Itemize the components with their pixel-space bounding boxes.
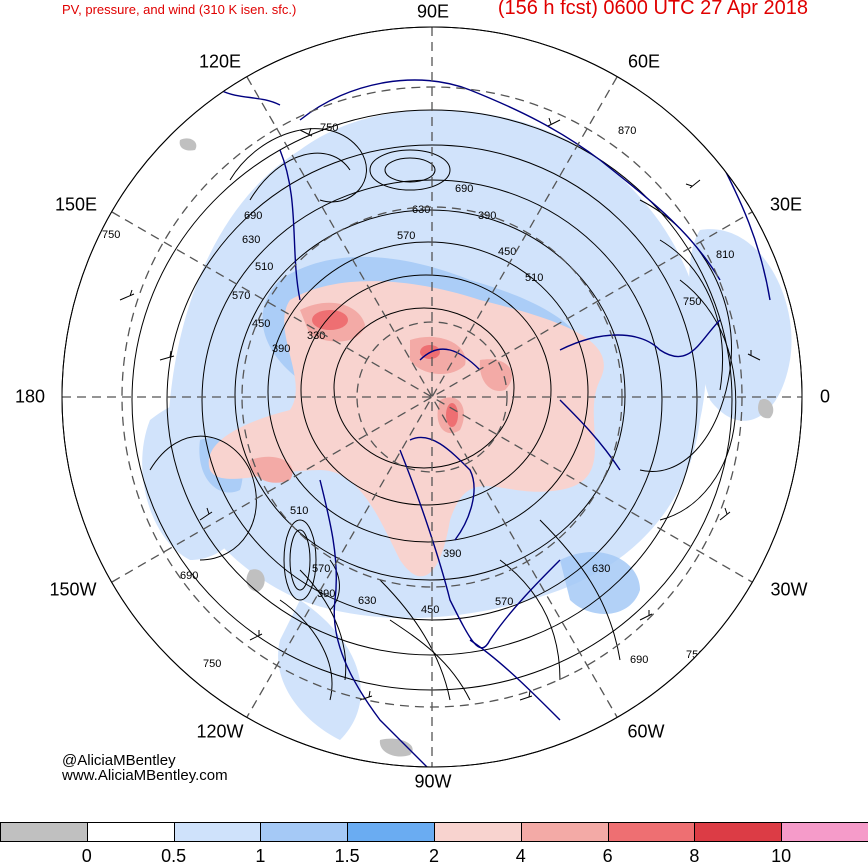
lon-label-120w: 120W bbox=[196, 721, 244, 742]
pv-red-medium bbox=[250, 302, 512, 483]
graticule bbox=[62, 27, 802, 767]
contour-label: 510 bbox=[255, 261, 273, 273]
contour-label: 630 bbox=[242, 234, 260, 246]
contour-label: 450 bbox=[252, 318, 270, 330]
colorbar-tick-label: 6 bbox=[602, 846, 613, 866]
contour-label: 630 bbox=[592, 563, 610, 575]
colorbar-segment bbox=[0, 822, 88, 842]
colorbar-segment bbox=[434, 822, 522, 842]
contour-label: 690 bbox=[180, 570, 198, 582]
contour-label: 390 bbox=[478, 210, 496, 222]
contour-label: 510 bbox=[525, 272, 543, 284]
wind-barbs bbox=[119, 117, 761, 701]
contour-label: 570 bbox=[397, 230, 415, 242]
contour-label: 690 bbox=[630, 654, 648, 666]
contour-label: 810 bbox=[716, 249, 734, 261]
contour-label: 330 bbox=[307, 330, 325, 342]
contour-label: 390 bbox=[317, 588, 335, 600]
colorbar-segment bbox=[781, 822, 868, 842]
colorbar-segment bbox=[694, 822, 783, 842]
contour-label: 390 bbox=[272, 343, 290, 355]
contour-label: 570 bbox=[495, 596, 513, 608]
contour-label: 690 bbox=[244, 210, 262, 222]
credit-handle: @AliciaMBentley bbox=[62, 752, 176, 769]
lon-label-0: 0 bbox=[819, 386, 831, 407]
contour-labels: 750 870 690 630 570 390 450 510 810 750 … bbox=[102, 122, 734, 670]
contour-label: 630 bbox=[358, 595, 376, 607]
contour-label: 570 bbox=[312, 563, 330, 575]
colorbar-segment bbox=[86, 822, 175, 842]
lon-label-120e: 120E bbox=[198, 51, 242, 72]
colorbar-tick-label: 0.5 bbox=[161, 846, 187, 866]
lon-label-30w: 30W bbox=[770, 579, 808, 600]
contour-label: 750 bbox=[683, 296, 701, 308]
lon-label-60e: 60E bbox=[627, 51, 661, 72]
lon-label-180: 180 bbox=[14, 386, 46, 407]
colorbar-segment bbox=[520, 822, 609, 842]
colorbar-tick-label: 1.5 bbox=[334, 846, 360, 866]
colorbar-segment bbox=[173, 822, 262, 842]
colorbar-segment bbox=[607, 822, 696, 842]
contour-label: 390 bbox=[443, 548, 461, 560]
contour-label: 690 bbox=[455, 183, 473, 195]
contour-label: 450 bbox=[421, 604, 439, 616]
contour-label: 630 bbox=[412, 204, 430, 216]
contour-label: 750 bbox=[203, 658, 221, 670]
colorbar-tick-label: 4 bbox=[515, 846, 526, 866]
lon-label-30e: 30E bbox=[769, 194, 803, 215]
contour-label: 510 bbox=[290, 505, 308, 517]
colorbar-tick-label: 8 bbox=[689, 846, 700, 866]
lon-label-90w: 90W bbox=[414, 771, 452, 792]
colorbar-tick-label: 10 bbox=[771, 846, 792, 866]
lon-label-90e: 90E bbox=[416, 1, 450, 22]
colorbar-segment bbox=[347, 822, 435, 842]
lon-label-150e: 150E bbox=[54, 194, 98, 215]
colorbar-tick-label: 2 bbox=[428, 846, 440, 866]
contour-label: 570 bbox=[232, 290, 250, 302]
map-border bbox=[61, 26, 803, 768]
colorbar-tick-label: 0 bbox=[81, 846, 92, 866]
lon-label-150w: 150W bbox=[49, 579, 97, 600]
contour-label: 870 bbox=[618, 125, 636, 137]
contour-label: 750 bbox=[320, 122, 338, 134]
lon-label-60w: 60W bbox=[627, 721, 665, 742]
contour-label: 450 bbox=[498, 246, 516, 258]
coastlines bbox=[219, 79, 771, 767]
forecast-time-title: (156 h fcst) 0600 UTC 27 Apr 2018 bbox=[497, 0, 808, 19]
colorbar-tick-label: 1 bbox=[255, 846, 266, 866]
colorbar-segment bbox=[260, 822, 349, 842]
credit-website: www.AliciaMBentley.com bbox=[62, 767, 228, 784]
map-title: PV, pressure, and wind (310 K isen. sfc.… bbox=[62, 2, 297, 17]
contour-label: 750 bbox=[102, 229, 120, 241]
